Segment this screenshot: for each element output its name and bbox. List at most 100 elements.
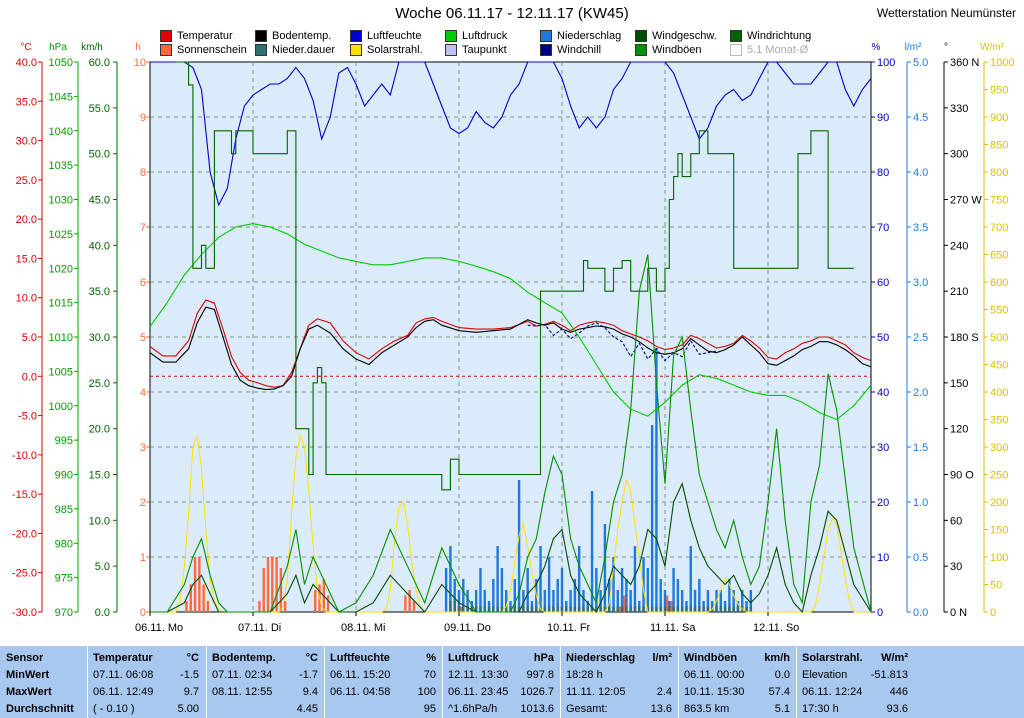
chart-title: Woche 06.11.17 - 12.11.17 (KW45) [395,5,629,22]
pressure-tick-label: 1040 [49,126,73,138]
bar-niederdauer [642,606,645,612]
direction-tick-label: 90 O [950,470,974,482]
row-label: MaxWert [6,686,52,698]
humidity-tick-label: 80 [877,167,889,179]
legend-swatch [350,44,362,56]
pressure-tick-label: 1030 [49,195,73,207]
column-divider [678,646,679,718]
hours-tick-label: 1 [140,552,146,564]
bar-niederschlag [449,546,452,612]
bar-niederdauer [616,606,619,612]
column-title: Bodentemp. [212,652,276,664]
series-windchill [527,322,717,362]
legend-item: Windgeschw. [635,30,717,42]
x-tick-label: 07.11. Di [238,622,281,634]
bar-niederdauer [659,606,662,612]
cell-label: ( - 0.10 ) [93,703,135,715]
bar-niederdauer [513,606,516,612]
direction-tick-label: 360 N [950,57,979,69]
temperature-tick-label: 25.0 [16,175,37,187]
bar-niederschlag [522,590,525,612]
bar-niederschlag [608,579,611,612]
solar-tick-label: 750 [990,195,1008,207]
pressure-tick-label: 990 [55,470,73,482]
bar-niederdauer [535,606,538,612]
legend-label: Windrichtung [747,30,812,42]
bar-niederdauer [522,606,525,612]
cell-label: 06.11. 12:24 [802,686,863,698]
bar-niederdauer [736,606,740,612]
solar-tick-label: 950 [990,85,1008,97]
bar-sonnenschein [258,601,261,612]
series-bodentemp [149,306,872,391]
legend-item: Bodentemp. [255,30,331,42]
bar-niederdauer [676,606,680,612]
bar-niederschlag [625,579,628,612]
bar-niederdauer [698,606,701,612]
bar-niederschlag [573,579,577,612]
column-title: Temperatur [93,652,153,664]
column-divider [206,646,207,718]
humidity-tick-label: 10 [877,552,889,564]
temperature-tick-label: -30.0 [12,607,37,619]
legend-item: Sonnenschein [160,44,247,56]
bar-niederschlag [543,590,547,612]
column-title: Niederschlag [566,652,636,664]
bar-niederschlag [539,546,542,612]
bar-niederschlag [505,590,508,612]
table-row: Elevation -51.813 [802,667,908,684]
rain-tick-label: 0.5 [913,552,928,564]
bar-niederdauer [582,606,585,612]
rain-tick-label: 4.0 [913,167,928,179]
bar-niederdauer [487,606,491,612]
hours-tick-label: 0 [140,607,146,619]
series-luftfeuchte [150,61,872,207]
bar-niederschlag [659,579,662,612]
cell-label: 07.11. 02:34 [212,669,273,681]
bar-niederdauer [449,601,452,612]
legend-swatch [445,44,457,56]
rain-unit-label: l/m² [905,42,922,53]
cell-label: 12.11. 13:30 [448,669,509,681]
direction-tick-label: 60 [950,515,962,527]
solar-tick-label: 400 [990,387,1008,399]
temperature-tick-label: 35.0 [16,96,37,108]
bar-niederdauer [526,606,529,612]
rain-tick-label: 4.5 [913,112,928,124]
bar-niederdauer [728,606,731,612]
bar-niederschlag [616,590,619,612]
column-unit: hPa [533,652,554,664]
bar-sonnenschein [193,557,197,612]
bar-niederdauer [586,606,589,612]
series-luftdruck [149,223,872,421]
cell-label: 10.11. 15:30 [684,686,745,698]
table-row: 08.11. 12:55 9.4 [212,684,318,701]
legend-swatch [160,44,172,56]
bar-niederdauer [689,606,692,612]
bar-niederdauer [552,606,555,612]
legend-item: Nieder.dauer [255,44,335,56]
cell-label: Elevation [802,669,848,681]
bar-niederschlag [732,590,735,612]
bar-niederschlag [698,579,701,612]
bar-niederdauer [672,606,675,612]
bar-niederschlag [500,568,504,612]
rain-tick-label: 5.0 [913,57,928,69]
cell-value: 13.6 [650,703,672,715]
bar-niederdauer [590,606,594,612]
table-row: 06.11. 12:24 446 [802,684,908,701]
bar-niederschlag [556,579,559,612]
bar-niederdauer [517,606,521,612]
legend-swatch [540,44,552,56]
wind-tick-label: 55.0 [89,103,110,115]
legend-label: Windchill [557,44,602,56]
cell-value: 70 [423,669,436,681]
bar-niederdauer [612,606,615,612]
column-title: Solarstrahl. [802,652,863,664]
bar-niederdauer [483,606,486,612]
direction-tick-label: 210 [950,286,968,298]
table-row: 10.11. 15:30 57.4 [684,684,790,701]
bar-sonnenschein [279,568,283,612]
humidity-tick-label: 0 [877,607,883,619]
wind-tick-label: 0.0 [95,607,110,619]
